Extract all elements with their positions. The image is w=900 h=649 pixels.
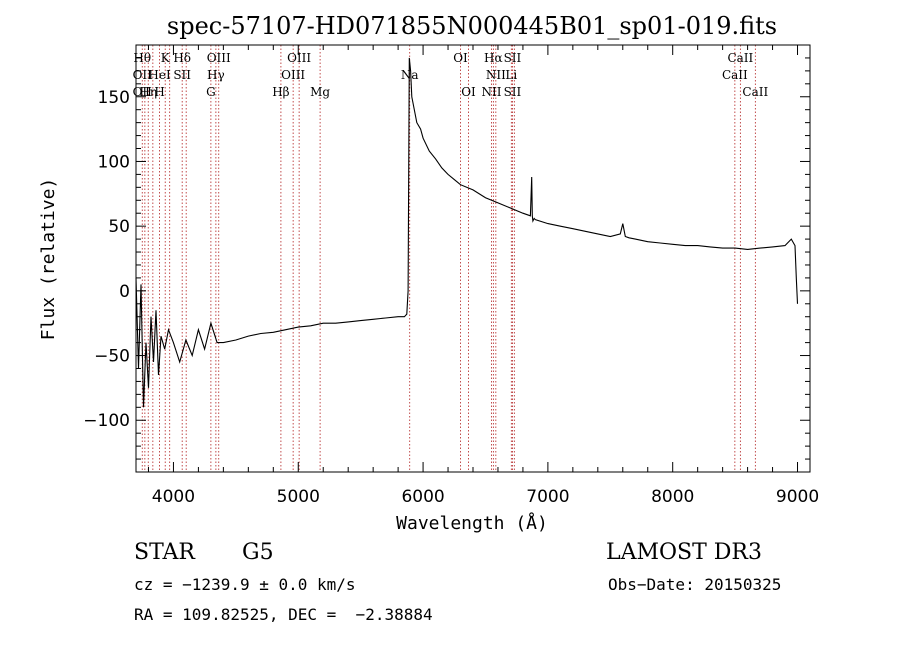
- line-label: SII: [504, 51, 522, 65]
- line-markers: [141, 45, 756, 472]
- line-label: Mg: [310, 85, 330, 99]
- line-label: CaII: [722, 68, 748, 82]
- line-label: OII: [133, 68, 153, 82]
- line-label: OIII: [281, 68, 305, 82]
- x-tick-label: 9000: [776, 487, 819, 507]
- y-tick-label: −100: [83, 411, 130, 431]
- line-label: OI: [453, 51, 468, 65]
- x-tick-label: 6000: [401, 487, 444, 507]
- flux-series-line: [135, 57, 799, 408]
- line-label: OII: [133, 85, 153, 99]
- line-label: Hδ: [173, 51, 191, 65]
- line-label: Hβ: [272, 85, 289, 99]
- x-tick-label: 8000: [651, 487, 694, 507]
- chart-title: spec-57107-HD071855N000445B01_sp01-019.f…: [167, 12, 777, 40]
- line-label: OIII: [207, 51, 231, 65]
- line-label: Hγ: [207, 68, 225, 82]
- line-label: CaII: [727, 51, 753, 65]
- line-label: Hη: [139, 85, 157, 99]
- line-label: Hθ: [133, 51, 151, 65]
- redshift-value: cz = −1239.9 ± 0.0 km/s: [134, 575, 356, 594]
- object-class: STAR: [134, 540, 195, 565]
- line-label: SII: [173, 68, 191, 82]
- object-subclass: G5: [242, 540, 274, 565]
- x-tick-label: 4000: [152, 487, 195, 507]
- plot-frame: [135, 44, 811, 473]
- y-tick-label: 50: [108, 217, 130, 237]
- line-label: G: [206, 85, 216, 99]
- x-axis-label: Wavelength (Å): [396, 512, 548, 534]
- survey-name: LAMOST DR3: [606, 540, 762, 565]
- coordinates: RA = 109.82525, DEC = −2.38884: [134, 605, 433, 624]
- line-label: NII: [486, 68, 506, 82]
- x-tick-label: 5000: [277, 487, 320, 507]
- x-axis: 4000 5000 6000 7000 8000 9000: [147, 45, 819, 507]
- y-tick-label: 100: [98, 152, 130, 172]
- y-tick-label: 0: [119, 282, 130, 302]
- y-axis-label: Flux (relative): [38, 178, 59, 341]
- y-axis: −100 −50 0 50 100 150: [83, 57, 810, 460]
- y-tick-label: −50: [94, 347, 130, 367]
- line-label: OI: [461, 85, 476, 99]
- observation-date: Obs−Date: 20150325: [608, 575, 782, 594]
- line-label: K: [161, 51, 171, 65]
- line-label: H: [154, 85, 164, 99]
- line-label: OIII: [287, 51, 311, 65]
- line-label: CaII: [742, 85, 768, 99]
- x-tick-label: 7000: [526, 487, 569, 507]
- line-label: HeI: [148, 68, 171, 82]
- line-label: Hα: [484, 51, 503, 65]
- line-label: NII: [481, 85, 501, 99]
- line-label: Li: [505, 68, 517, 82]
- y-tick-label: 150: [98, 88, 130, 108]
- line-label: SII: [504, 85, 522, 99]
